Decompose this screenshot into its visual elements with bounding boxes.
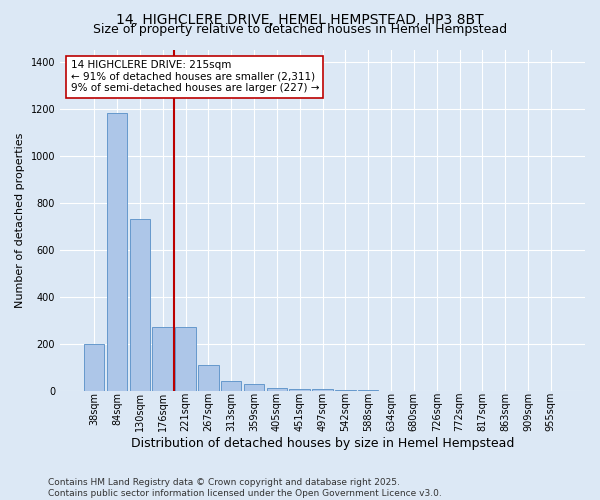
Text: 14 HIGHCLERE DRIVE: 215sqm
← 91% of detached houses are smaller (2,311)
9% of se: 14 HIGHCLERE DRIVE: 215sqm ← 91% of deta… [71, 60, 319, 94]
X-axis label: Distribution of detached houses by size in Hemel Hempstead: Distribution of detached houses by size … [131, 437, 514, 450]
Y-axis label: Number of detached properties: Number of detached properties [15, 132, 25, 308]
Bar [198, 364, 218, 390]
Bar [130, 219, 150, 390]
Text: Contains HM Land Registry data © Crown copyright and database right 2025.
Contai: Contains HM Land Registry data © Crown c… [48, 478, 442, 498]
Bar [266, 388, 287, 390]
Bar [84, 344, 104, 391]
Bar [221, 381, 241, 390]
Text: Size of property relative to detached houses in Hemel Hempstead: Size of property relative to detached ho… [93, 22, 507, 36]
Bar [152, 327, 173, 390]
Bar [107, 114, 127, 390]
Bar [244, 384, 264, 390]
Bar [175, 327, 196, 390]
Text: 14, HIGHCLERE DRIVE, HEMEL HEMPSTEAD, HP3 8BT: 14, HIGHCLERE DRIVE, HEMEL HEMPSTEAD, HP… [116, 12, 484, 26]
